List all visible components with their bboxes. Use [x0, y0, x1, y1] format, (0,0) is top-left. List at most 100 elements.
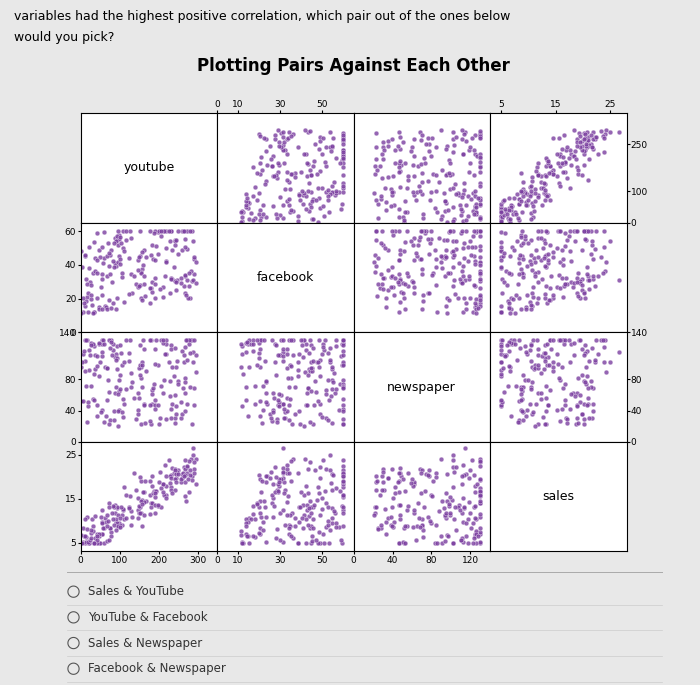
Point	[386, 184, 397, 195]
Point	[426, 234, 437, 245]
Point	[285, 510, 296, 521]
Point	[253, 501, 265, 512]
Point	[108, 344, 119, 355]
Point	[115, 339, 126, 350]
Point	[517, 268, 528, 279]
Point	[547, 169, 559, 179]
Point	[532, 292, 543, 303]
Point	[237, 349, 248, 360]
Point	[527, 288, 538, 299]
Point	[536, 183, 547, 194]
Point	[458, 237, 470, 248]
Point	[380, 204, 391, 215]
Point	[80, 273, 92, 284]
Point	[136, 264, 148, 275]
Point	[503, 268, 514, 279]
Point	[237, 215, 248, 226]
Point	[103, 247, 114, 258]
Point	[545, 334, 556, 345]
Point	[258, 516, 269, 527]
Point	[318, 537, 329, 548]
Point	[496, 357, 507, 368]
Point	[337, 491, 349, 502]
Point	[520, 199, 531, 210]
Point	[526, 234, 537, 245]
Point	[255, 361, 266, 372]
Point	[172, 375, 183, 386]
Point	[98, 334, 109, 345]
Point	[270, 208, 281, 219]
Point	[93, 371, 104, 382]
Point	[578, 287, 589, 298]
Point	[190, 277, 202, 288]
Point	[236, 207, 247, 218]
Point	[296, 339, 307, 350]
Point	[553, 334, 564, 345]
Point	[153, 477, 164, 488]
Point	[578, 413, 589, 424]
Point	[412, 497, 423, 508]
Point	[520, 303, 531, 314]
Point	[110, 236, 121, 247]
Point	[242, 517, 253, 528]
Point	[277, 351, 288, 362]
Point	[305, 170, 316, 181]
Point	[83, 537, 94, 548]
Point	[271, 472, 282, 483]
Point	[140, 290, 151, 301]
Point	[568, 337, 580, 348]
Point	[540, 169, 551, 180]
Point	[417, 532, 428, 543]
Point	[475, 200, 486, 211]
Point	[88, 537, 99, 548]
Point	[423, 469, 434, 480]
Point	[103, 515, 114, 526]
Point	[505, 410, 517, 421]
Point	[155, 231, 166, 242]
Point	[169, 275, 180, 286]
Point	[277, 467, 288, 478]
Point	[135, 508, 146, 519]
Point	[279, 488, 290, 499]
Point	[522, 195, 533, 206]
Point	[519, 234, 531, 245]
Point	[496, 206, 507, 217]
Point	[150, 255, 161, 266]
Point	[464, 145, 475, 155]
Point	[470, 203, 481, 214]
Point	[113, 386, 125, 397]
Point	[405, 146, 416, 157]
Point	[469, 251, 480, 262]
Point	[472, 531, 483, 542]
Point	[441, 301, 452, 312]
Point	[456, 210, 467, 221]
Point	[475, 260, 486, 271]
Point	[496, 371, 507, 382]
Point	[447, 537, 458, 548]
Point	[158, 487, 169, 498]
Point	[504, 251, 515, 262]
Point	[475, 474, 486, 485]
Point	[327, 374, 338, 385]
Point	[326, 361, 337, 372]
Point	[317, 341, 328, 352]
Point	[97, 529, 108, 540]
Point	[592, 271, 603, 282]
Point	[115, 384, 126, 395]
Point	[517, 272, 528, 283]
Point	[464, 274, 475, 285]
Point	[188, 463, 199, 474]
Point	[148, 382, 159, 393]
Point	[470, 191, 481, 202]
Point	[433, 233, 444, 244]
Point	[120, 513, 132, 524]
Point	[557, 382, 568, 393]
Point	[538, 411, 549, 422]
Point	[383, 472, 394, 483]
Point	[539, 253, 550, 264]
Point	[260, 179, 271, 190]
Point	[186, 474, 197, 485]
Point	[304, 199, 316, 210]
Point	[273, 474, 284, 485]
Point	[388, 521, 399, 532]
